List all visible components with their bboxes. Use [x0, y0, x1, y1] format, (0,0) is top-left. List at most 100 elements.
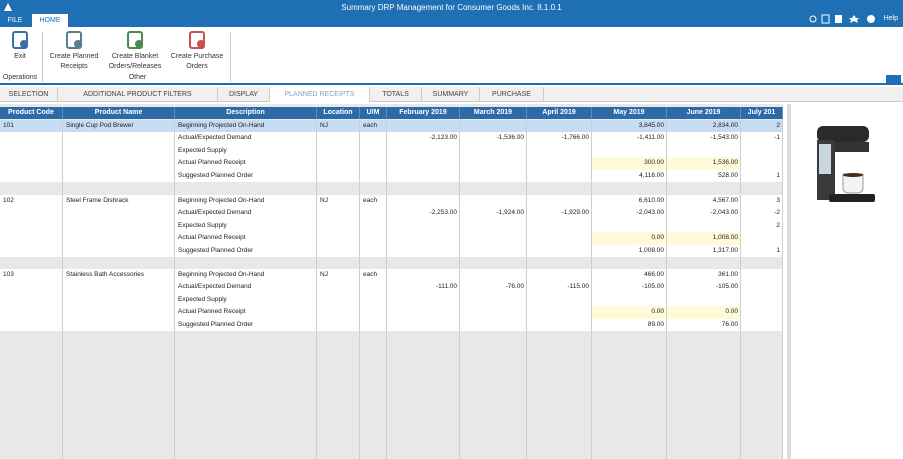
cell-value: 89.00	[647, 320, 664, 328]
cell-value: -2,043.00	[710, 209, 738, 217]
column-divider	[459, 119, 460, 459]
column-header[interactable]: February 2019	[387, 107, 460, 119]
value-cell: 1	[741, 170, 783, 182]
button-icon	[66, 31, 82, 49]
cell-text: Beginning Projected On-Hand	[178, 271, 265, 278]
sub-tab[interactable]: TOTALS	[370, 87, 422, 102]
cell-value: 6,610.00	[638, 197, 664, 204]
sub-tab[interactable]: PLANNED RECEIPTS	[270, 87, 370, 102]
value-cell	[741, 145, 783, 157]
sub-tab[interactable]: PURCHASE	[480, 87, 544, 102]
cell-value: -111.00	[435, 283, 457, 291]
menu-tab[interactable]: HOME	[32, 14, 68, 27]
value-cell: 300.00	[592, 157, 667, 170]
cell-text: 102	[3, 197, 14, 204]
value-cell: -1	[741, 132, 783, 144]
cell-text: Beginning Projected On-Hand	[178, 122, 265, 129]
value-cell	[527, 294, 592, 306]
cell-text: Actual/Expected Demand	[178, 209, 252, 217]
value-cell: -1,929.00	[527, 207, 592, 219]
header-label: U/M	[366, 109, 380, 116]
sub-tab[interactable]: ADDITIONAL PRODUCT FILTERS	[58, 87, 218, 102]
cell-text: Expected Supply	[178, 221, 227, 229]
cell-value: -105.00	[715, 283, 738, 291]
sub-tab[interactable]: DISPLAY	[218, 87, 270, 102]
sub-tab[interactable]: SUMMARY	[422, 87, 480, 102]
cell-text: 101	[3, 122, 14, 129]
cell-text: NJ	[320, 271, 328, 278]
cell-value: -1,766.00	[561, 134, 589, 142]
group-separator	[230, 32, 231, 82]
product-image-panel	[787, 104, 903, 459]
value-cell	[527, 245, 592, 257]
collapse-ribbon[interactable]	[886, 75, 901, 84]
column-divider	[526, 119, 527, 459]
cell-text: Expected Supply	[178, 146, 227, 154]
ribbon-button[interactable]: Exit	[0, 30, 40, 74]
value-cell: -76.00	[460, 281, 527, 293]
cell-value: -1	[774, 134, 780, 142]
value-cell	[667, 145, 741, 157]
value-cell: 528.00	[667, 170, 741, 182]
selected-row	[0, 120, 783, 133]
value-cell	[460, 269, 527, 281]
value-cell	[527, 220, 592, 232]
cell-value: 1,008.00	[712, 234, 738, 242]
column-header[interactable]: Product Name	[63, 107, 175, 119]
ribbon-button[interactable]: Create Planned Receipts	[45, 30, 103, 74]
value-cell: 89.00	[592, 319, 667, 331]
cell-text: each	[363, 197, 378, 204]
cell-value: -115.00	[567, 283, 589, 291]
cell-value: 0.00	[725, 308, 738, 316]
grid: Product Code Product Name Description Locat…	[0, 104, 783, 459]
value-cell	[741, 319, 783, 331]
header-label: Product Name	[94, 109, 143, 116]
column-divider	[174, 119, 175, 459]
column-header[interactable]: July 201	[741, 107, 783, 119]
column-header[interactable]: June 2019	[667, 107, 741, 119]
value-cell: 0.00	[592, 232, 667, 245]
sub-tab[interactable]: SELECTION	[0, 87, 58, 102]
column-divider	[316, 119, 317, 459]
cell-value: 466.00	[644, 271, 664, 278]
value-cell: 1	[741, 245, 783, 257]
value-cell	[387, 157, 460, 169]
value-cell	[527, 195, 592, 207]
value-cell: -1,411.00	[592, 132, 667, 144]
header-label: Product Code	[8, 109, 54, 116]
column-header[interactable]: May 2019	[592, 107, 667, 119]
cell-value: -2,123.00	[429, 134, 457, 142]
value-cell	[387, 294, 460, 306]
column-header[interactable]: U/M	[360, 107, 387, 119]
column-header[interactable]: Location	[317, 107, 360, 119]
group-label: Operations	[2, 74, 38, 81]
value-cell: 6,610.00	[592, 195, 667, 207]
column-header[interactable]: Product Code	[0, 107, 63, 119]
value-cell: -1,536.00	[460, 132, 527, 144]
value-cell: -111.00	[387, 281, 460, 293]
ribbon-button[interactable]: Create Purchase Orders	[166, 30, 228, 74]
cell-value: 1,536.00	[712, 159, 738, 167]
column-header[interactable]: April 2019	[527, 107, 592, 119]
value-cell	[387, 306, 460, 318]
ribbon-button[interactable]: Create Blanket Orders/Releases	[104, 30, 166, 74]
help-link[interactable]: Help	[883, 15, 898, 22]
header-label: Location	[323, 109, 353, 116]
value-cell: 1,317.00	[667, 245, 741, 257]
column-divider	[666, 119, 667, 459]
cell-text: each	[363, 122, 378, 129]
cell-text: each	[363, 271, 378, 278]
button-label: Create Planned Receipts	[49, 53, 99, 70]
value-cell	[387, 145, 460, 157]
column-header[interactable]: Description	[175, 107, 317, 119]
value-cell	[527, 157, 592, 169]
group-block	[0, 195, 783, 257]
button-label: Create Purchase Orders	[170, 53, 224, 70]
column-header[interactable]: March 2019	[460, 107, 527, 119]
cell-value: 361.00	[718, 271, 738, 278]
value-cell: -2	[741, 207, 783, 219]
header-label: June 2019	[686, 109, 721, 116]
value-cell: -105.00	[592, 281, 667, 293]
menu-tab[interactable]: FILE	[7, 17, 23, 24]
value-cell: -2,043.00	[592, 207, 667, 219]
